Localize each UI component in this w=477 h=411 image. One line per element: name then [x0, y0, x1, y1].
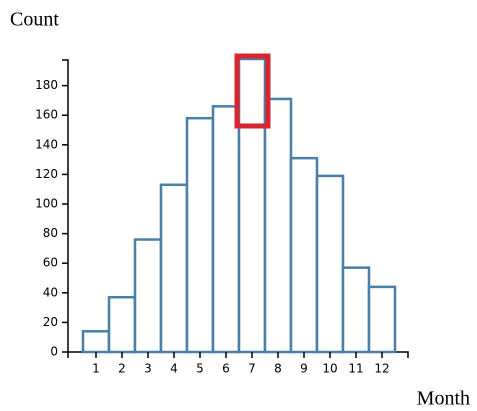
x-tick-label: 11 [348, 362, 363, 376]
bar [107, 295, 137, 354]
x-tick-label: 12 [374, 362, 389, 376]
y-tick-label: 20 [43, 315, 58, 329]
x-tick-label: 2 [118, 362, 126, 376]
x-tick-label: 8 [274, 362, 282, 376]
x-axis-label: Month [417, 388, 470, 410]
highlight-box [234, 53, 271, 129]
bar [133, 238, 163, 354]
x-tick-label: 5 [196, 362, 204, 376]
bar [211, 105, 241, 354]
bar [315, 174, 345, 354]
bar [341, 266, 371, 354]
x-tick-label: 7 [248, 362, 256, 376]
y-tick-label: 180 [35, 78, 58, 92]
x-tick-label: 10 [322, 362, 337, 376]
x-tick-label: 6 [222, 362, 230, 376]
y-axis-label: Count [10, 9, 59, 31]
x-tick-label: 3 [144, 362, 152, 376]
y-tick-label: 100 [35, 197, 58, 211]
bar [289, 156, 319, 354]
bar [159, 183, 189, 354]
bar [237, 57, 267, 354]
x-tick-label: 9 [300, 362, 308, 376]
y-tick-label: 40 [43, 285, 58, 299]
x-tick-label: 1 [92, 362, 100, 376]
x-tick-label: 4 [170, 362, 178, 376]
y-tick-label: 60 [43, 256, 58, 270]
bar [185, 116, 215, 354]
y-tick-label: 120 [35, 167, 58, 181]
bar [263, 97, 293, 354]
y-tick-label: 0 [50, 345, 58, 359]
bar [81, 330, 111, 354]
y-tick-label: 140 [35, 137, 58, 151]
y-tick-label: 160 [35, 108, 58, 122]
bar [367, 285, 397, 354]
y-tick-label: 80 [43, 226, 58, 240]
